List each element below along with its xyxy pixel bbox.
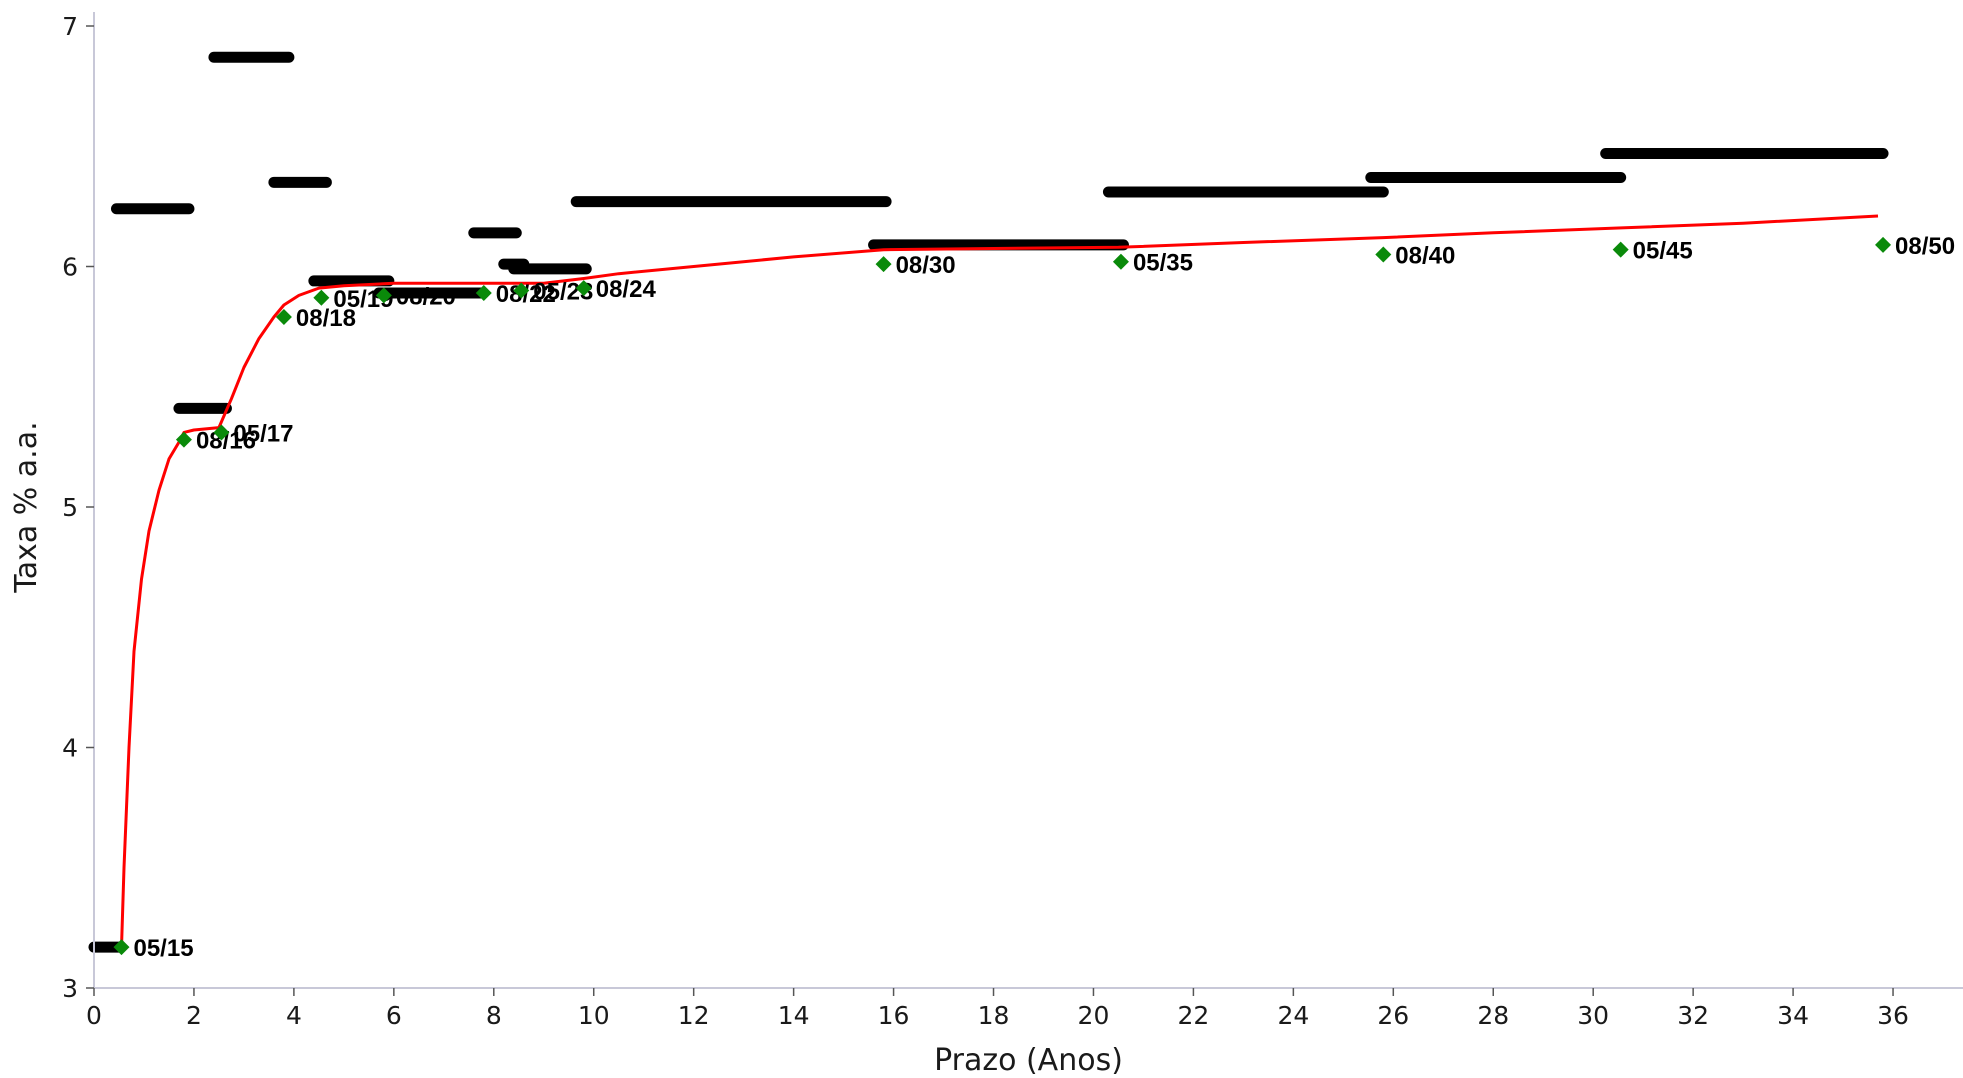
bond-point-marker bbox=[475, 284, 492, 301]
x-axis-title: Prazo (Anos) bbox=[934, 1043, 1123, 1078]
bond-point-marker bbox=[275, 309, 292, 326]
bond-point-label: 08/24 bbox=[596, 276, 657, 303]
bond-point-label: 08/40 bbox=[1395, 242, 1455, 269]
x-tick-label: 0 bbox=[86, 1001, 102, 1030]
bond-point-marker bbox=[313, 289, 330, 306]
x-tick-label: 4 bbox=[286, 1001, 302, 1030]
y-tick-label: 5 bbox=[62, 493, 78, 522]
bond-point-label: 05/35 bbox=[1133, 250, 1193, 277]
y-tick-label: 6 bbox=[62, 253, 78, 282]
bond-point-label: 08/22 bbox=[496, 281, 556, 308]
x-tick-label: 24 bbox=[1277, 1001, 1309, 1030]
bond-point-marker bbox=[113, 939, 130, 956]
x-tick-label: 28 bbox=[1477, 1001, 1509, 1030]
bond-point-label: 05/15 bbox=[133, 935, 193, 962]
y-axis-title: Taxa % a.a. bbox=[9, 421, 44, 593]
bond-point-marker bbox=[1375, 246, 1392, 263]
bond-point-marker bbox=[1612, 241, 1629, 258]
x-tick-label: 32 bbox=[1677, 1001, 1709, 1030]
x-tick-label: 8 bbox=[486, 1001, 502, 1030]
fitted-curve bbox=[120, 214, 1879, 948]
bond-point-marker bbox=[375, 287, 392, 304]
bond-point-label: 08/30 bbox=[896, 252, 956, 279]
x-tick-label: 26 bbox=[1377, 1001, 1409, 1030]
bond-point-marker bbox=[875, 256, 892, 273]
bond-point-marker bbox=[1875, 236, 1892, 253]
bond-point-label: 05/45 bbox=[1633, 238, 1693, 265]
bond-point-marker bbox=[513, 282, 530, 299]
x-tick-label: 20 bbox=[1078, 1001, 1110, 1030]
x-tick-label: 14 bbox=[778, 1001, 810, 1030]
x-tick-label: 36 bbox=[1877, 1001, 1909, 1030]
bond-point-marker bbox=[213, 424, 230, 441]
x-tick-label: 10 bbox=[578, 1001, 610, 1030]
x-tick-label: 18 bbox=[978, 1001, 1010, 1030]
y-tick-label: 4 bbox=[62, 734, 78, 763]
x-tick-label: 2 bbox=[186, 1001, 202, 1030]
bond-point-label: 08/18 bbox=[296, 305, 356, 332]
bond-point-marker bbox=[175, 431, 192, 448]
bond-point-marker bbox=[575, 280, 592, 297]
x-tick-label: 30 bbox=[1577, 1001, 1609, 1030]
fitted-curve-line bbox=[120, 214, 1879, 948]
bond-point-label: 08/20 bbox=[396, 283, 456, 310]
bond-point-marker bbox=[1112, 253, 1129, 270]
x-tick-label: 6 bbox=[386, 1001, 402, 1030]
x-tick-label: 12 bbox=[678, 1001, 710, 1030]
y-tick-label: 3 bbox=[62, 974, 78, 1003]
axes bbox=[93, 12, 1963, 989]
x-tick-label: 16 bbox=[878, 1001, 910, 1030]
x-tick-label: 34 bbox=[1777, 1001, 1809, 1030]
x-tick-label: 22 bbox=[1178, 1001, 1210, 1030]
bond-point-label: 05/17 bbox=[233, 420, 293, 447]
rate-bars bbox=[88, 51, 1889, 953]
bond-point-label: 08/50 bbox=[1895, 233, 1955, 260]
y-tick-label: 7 bbox=[62, 12, 78, 41]
